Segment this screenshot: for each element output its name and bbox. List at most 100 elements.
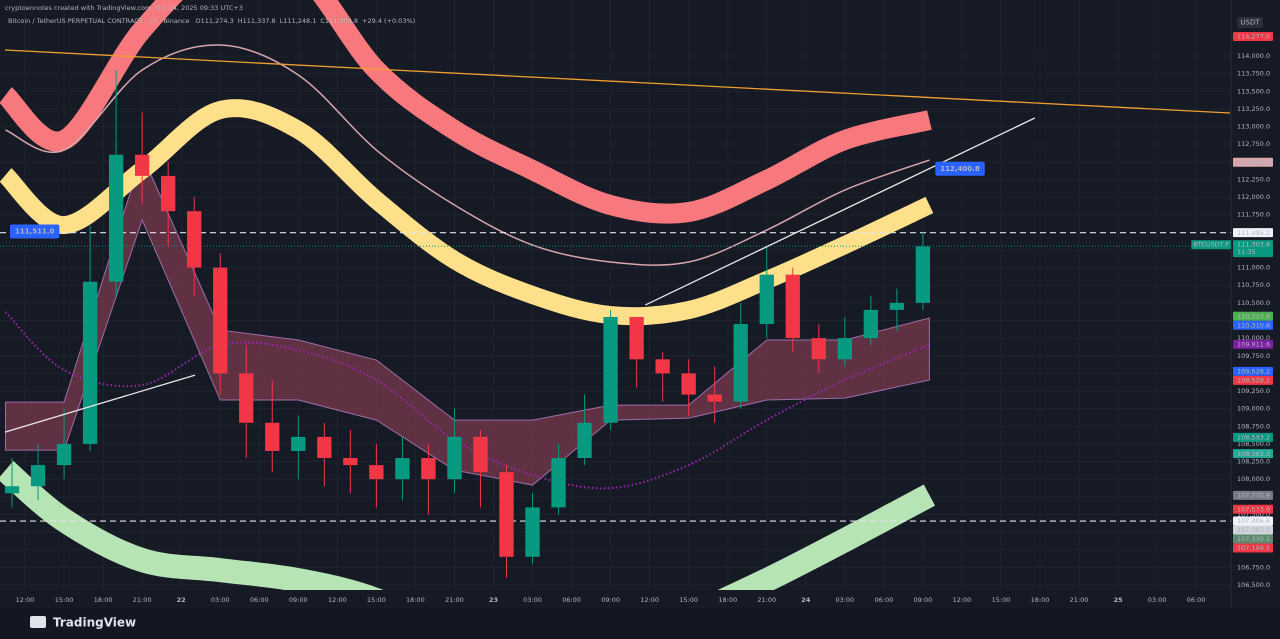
x-tick-label: 23 [489, 596, 498, 604]
candle-body [56, 443, 72, 466]
y-tick-label: 113,250.0 [1237, 105, 1270, 113]
candle-body [837, 338, 852, 360]
x-tick-label: 09:00 [914, 596, 933, 604]
trendline [4, 49, 1231, 114]
candle-body [30, 465, 46, 487]
x-tick-label: 09:00 [601, 596, 620, 604]
candle-body [343, 458, 358, 466]
x-tick-label: 21:00 [757, 596, 776, 604]
ohlc-value: C111,303.8 [320, 17, 358, 25]
symbol-box [1191, 240, 1231, 250]
y-tick-label: 111,000.0 [1237, 264, 1270, 272]
candle-body [889, 302, 905, 310]
x-tick-label: 24 [801, 596, 811, 604]
price-badge [1233, 449, 1273, 459]
y-tick-label: 109,000.0 [1237, 405, 1270, 413]
candle-body [213, 267, 228, 374]
price-badge [1233, 543, 1273, 553]
price-badge [1233, 339, 1273, 349]
watermark: cryptoennotes created with TradingView.c… [5, 4, 243, 12]
price-badge [1233, 534, 1273, 544]
x-tick-label: 21:00 [133, 596, 152, 604]
callout-label: 111,511.0 [15, 228, 55, 236]
candle-body [707, 394, 722, 402]
y-tick-label: 113,000.0 [1237, 123, 1270, 131]
candle-body [915, 246, 931, 303]
candle-body [317, 436, 332, 459]
price-badges: 114,277.0112,492.9111,495.2110,310.8110,… [1191, 31, 1273, 553]
x-tick-label: 12:00 [640, 596, 659, 604]
price-badge-label: 114,277.0 [1237, 33, 1270, 41]
candle-body [525, 507, 540, 557]
price-badge [1233, 366, 1273, 376]
ohlc-value: H111,337.8 [238, 17, 276, 25]
x-tick-label: 06:00 [1187, 596, 1206, 604]
y-tick-label: 108,000.0 [1237, 475, 1270, 483]
x-tick-label: 06:00 [874, 596, 893, 604]
candle-body [551, 458, 566, 508]
candle-body [629, 316, 644, 360]
candle-body [655, 359, 670, 374]
y-tick-label: 107,500.0 [1237, 510, 1270, 518]
candle-body [603, 316, 618, 423]
x-tick-label: 12:00 [328, 596, 347, 604]
x-tick-label: 15:00 [55, 596, 74, 604]
callout-label: 112,400.8 [940, 165, 980, 173]
price-badge [1233, 157, 1273, 167]
candle-body [811, 338, 826, 360]
price-badge-label: 107,573.9 [1237, 505, 1270, 513]
logo-mark [30, 616, 46, 628]
y-tick-label: 112,750.0 [1237, 140, 1270, 148]
ohlc-value: O111,274.3 [196, 17, 234, 25]
last-price-label: 111,303.8 [1237, 241, 1270, 249]
candle-body [681, 373, 696, 395]
countdown: 11:35 [1237, 248, 1256, 256]
logo: TradingView [53, 616, 136, 630]
last-price-badge [1233, 240, 1273, 258]
price-callout: 111,511.0 [10, 224, 60, 239]
y-tick-label: 109,750.0 [1237, 352, 1270, 360]
candle-body [82, 281, 98, 444]
y-tick-label: 108,500.0 [1237, 440, 1270, 448]
x-tick-label: 12:00 [16, 596, 35, 604]
x-tick-label: 03:00 [1148, 596, 1167, 604]
header: cryptoennotes created with TradingView.c… [5, 4, 415, 25]
y-tick-label: 106,500.0 [1237, 581, 1270, 589]
price-badge [1233, 516, 1273, 526]
ohlc-value: +29.4 (+0.03%) [362, 17, 415, 25]
x-tick-label: 03:00 [835, 596, 854, 604]
callout-box [10, 224, 60, 239]
x-tick-label: 06:00 [250, 596, 269, 604]
candle-body [161, 175, 176, 212]
price-badge-label: 109,911.6 [1237, 341, 1270, 349]
x-tick-label: 18:00 [718, 596, 737, 604]
price-badge-label: 107,387.5 [1237, 526, 1270, 534]
x-tick-label: 15:00 [367, 596, 386, 604]
x-tick-label: 09:00 [289, 596, 308, 604]
price-callout: 112,400.8 [935, 161, 985, 176]
x-tick-label: 18:00 [94, 596, 113, 604]
price-badge-label: 109,528.2 [1237, 377, 1270, 385]
price-badge [1233, 504, 1273, 514]
y-tick-label: 108,250.0 [1237, 458, 1270, 466]
candle-body [759, 274, 774, 325]
price-badge-label: 111,495.2 [1237, 229, 1270, 237]
currency[interactable]: USDT [1240, 19, 1260, 27]
symbol-label: BTCUSDT.P [1193, 241, 1229, 249]
candle-body [265, 422, 280, 451]
y-tick-label: 108,750.0 [1237, 422, 1270, 430]
y-tick-label: 110,500.0 [1237, 299, 1270, 307]
price-badge [1233, 311, 1273, 321]
candle-body [473, 436, 488, 473]
price-badge-label: 107,406.6 [1237, 517, 1270, 525]
currency-box[interactable] [1237, 17, 1263, 28]
candle-body [447, 436, 462, 480]
x-tick-label: 15:00 [679, 596, 698, 604]
candle-body [577, 422, 592, 459]
x-tick-label: 06:00 [562, 596, 581, 604]
time-axis: 12:00 15:00 18:00 21:00 22 03:00 06:00 09:00 12:… [16, 596, 1206, 604]
chart-title: Bitcoin / TetherUS PERPETUAL CONTRACT · … [8, 17, 190, 25]
price-badge [1233, 31, 1273, 41]
y-tick-label: 109,250.0 [1237, 387, 1270, 395]
